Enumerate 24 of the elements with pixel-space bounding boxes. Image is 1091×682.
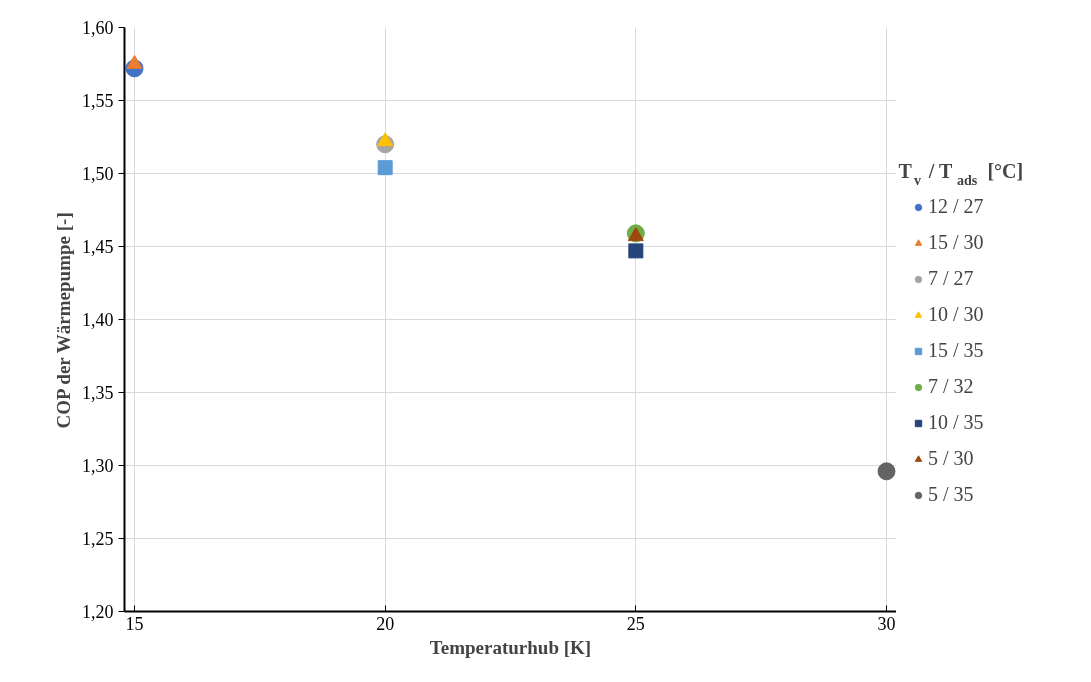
y-tick-label: 1,30 (82, 456, 114, 476)
y-tick-label: 1,55 (82, 91, 114, 111)
y-tick-label: 1,50 (82, 164, 114, 184)
x-tick-label: 25 (626, 613, 645, 634)
legend-label: 12 / 27 (928, 195, 984, 218)
legend-label: 10 / 35 (928, 411, 984, 434)
y-tick-label: 1,25 (82, 529, 114, 549)
y-tick-label: 1,35 (82, 383, 114, 403)
legend-label: 5 / 35 (928, 483, 974, 506)
legend-label: 15 / 30 (928, 231, 984, 254)
y-axis-title: COP der Wärmepumpe [-] (53, 212, 74, 429)
legend-label: 7 / 32 (928, 375, 974, 398)
y-tick-label: 1,60 (82, 18, 114, 38)
y-tick-label: 1,40 (82, 310, 114, 330)
y-tick-label: 1,45 (82, 237, 114, 257)
y-tick-label: 1,20 (82, 602, 114, 622)
legend-label: 5 / 30 (928, 447, 974, 470)
x-tick-label: 15 (125, 613, 144, 634)
legend-label: 15 / 35 (928, 339, 984, 362)
x-tick-label: 30 (877, 613, 896, 634)
legend-label: 7 / 27 (928, 267, 974, 290)
x-axis-title: Temperaturhub [K] (429, 636, 592, 658)
legend-label: 10 / 30 (928, 303, 984, 326)
x-tick-label: 20 (376, 613, 395, 634)
